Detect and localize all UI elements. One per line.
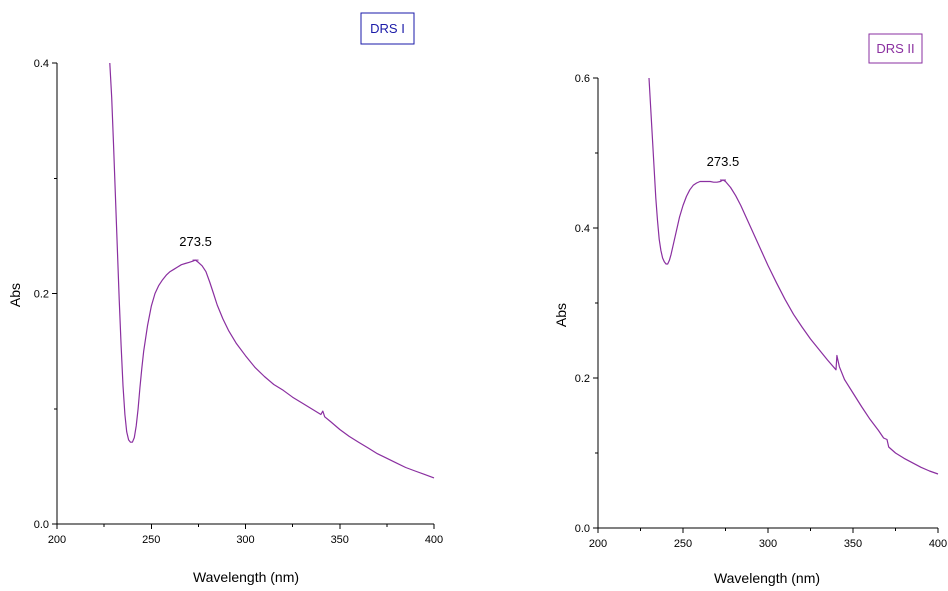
x-axis-label-drs-i: Wavelength (nm): [193, 569, 299, 585]
x-tick-label-drs-i: 300: [236, 534, 254, 546]
y-tick-label-drs-ii: 0.4: [575, 223, 590, 235]
y-axis-label-drs-ii: Abs: [553, 303, 569, 327]
series-line-drs-i: [109, 62, 435, 479]
peak-label-drs-i: 273.5: [179, 234, 212, 249]
legend-text-drs-ii: DRS II: [876, 41, 914, 56]
y-tick-label-drs-ii: 0.2: [575, 373, 590, 385]
x-tick-label-drs-i: 350: [331, 534, 349, 546]
x-tick-label-drs-ii: 350: [844, 538, 862, 550]
x-tick-label-drs-ii: 300: [759, 538, 777, 550]
y-axis-label-drs-i: Abs: [7, 283, 23, 307]
x-tick-label-drs-ii: 400: [929, 538, 947, 550]
x-tick-label-drs-i: 200: [48, 534, 66, 546]
x-tick-label-drs-ii: 200: [589, 538, 607, 550]
x-tick-label-drs-i: 250: [142, 534, 160, 546]
series-line-drs-ii: [648, 77, 939, 475]
chart-drs-i: DRS I Abs Wavelength (nm) 273.5 200 250 30…: [7, 12, 443, 585]
y-tick-label-drs-i: 0.0: [34, 519, 49, 531]
y-tick-label-drs-i: 0.2: [34, 289, 49, 301]
x-axis-label-drs-ii: Wavelength (nm): [714, 570, 820, 586]
x-tick-label-drs-ii: 250: [674, 538, 692, 550]
legend-text-drs-i: DRS I: [370, 21, 405, 36]
legend-box-drs-ii: [868, 33, 923, 64]
x-tick-label-drs-i: 400: [425, 534, 443, 546]
legend-box-drs-i: [360, 12, 415, 45]
y-tick-label-drs-ii: 0.0: [575, 523, 590, 535]
peak-label-drs-ii: 273.5: [707, 154, 740, 169]
chart-drs-ii: DRS II Abs Wavelength (nm) 273.5 200 250 3…: [553, 33, 947, 586]
y-tick-label-drs-i: 0.4: [34, 58, 49, 70]
y-tick-label-drs-ii: 0.6: [575, 73, 590, 85]
